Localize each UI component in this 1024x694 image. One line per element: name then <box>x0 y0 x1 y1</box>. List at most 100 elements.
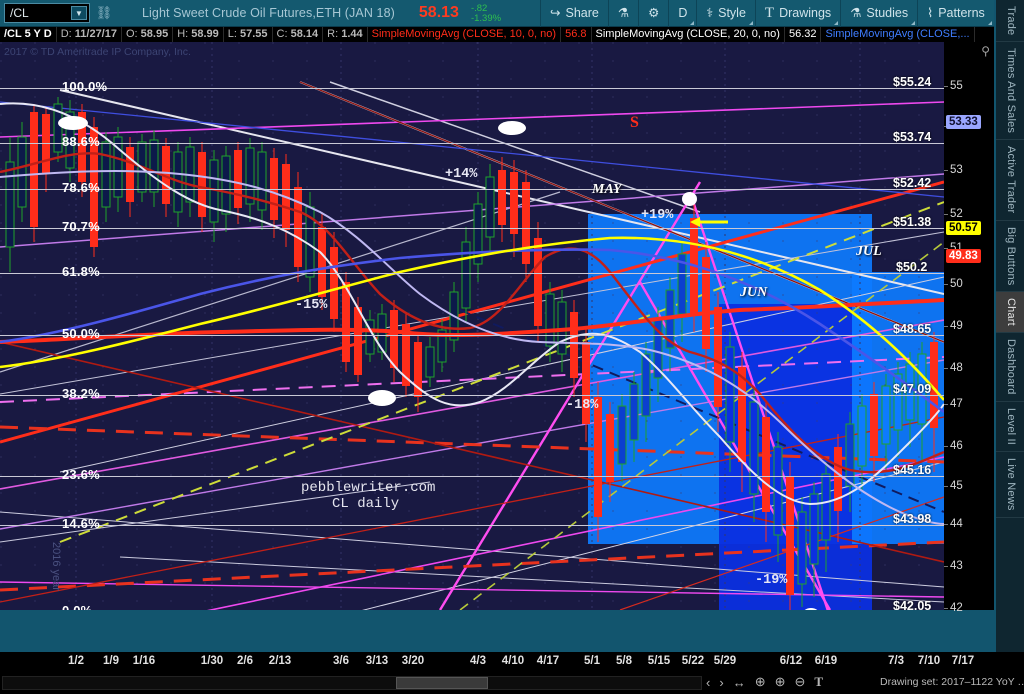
zoom-in-icon[interactable]: ⊕ <box>774 674 786 689</box>
change-absolute: -.82 <box>470 3 488 14</box>
drawings-button[interactable]: T Drawings <box>754 0 840 27</box>
study-sma20-name[interactable]: SimpleMovingAvg (CLOSE, 20, 0, no) <box>592 27 785 42</box>
crosshair-icon[interactable]: ⚲ <box>981 44 990 58</box>
studies-button[interactable]: ⚗ Studies <box>840 0 917 27</box>
x-tick: 5/1 <box>584 655 600 667</box>
studyline-symbol: /CL 5 Y D <box>0 27 57 42</box>
share-label: Share <box>565 6 599 20</box>
sidebar-item-level-ii[interactable]: Level II <box>996 402 1024 452</box>
annotation-minus15: -15% <box>295 298 328 313</box>
timeframe-button[interactable]: D <box>668 0 696 27</box>
studyline-range: R: 1.44 <box>323 27 368 42</box>
fib-price-50: $48.65 <box>893 322 932 336</box>
studies-flask-button[interactable]: ⚗ <box>607 0 638 27</box>
fib-label-707: 70.7% <box>62 219 100 234</box>
pivot-ellipse <box>682 192 697 206</box>
chart-tools: ‹ › ↔ ⊕ ⊕ ⊖ T <box>706 674 823 690</box>
fib-line <box>0 395 944 396</box>
flask-icon: ⚗ <box>850 5 862 20</box>
fib-line <box>0 189 944 190</box>
fib-label-886: 88.6% <box>62 134 100 149</box>
symbol-input[interactable]: /CL ▼ <box>4 3 90 23</box>
sidebar-item-active-trader[interactable]: Active Trader <box>996 140 1024 221</box>
y-tick: 47 <box>950 398 963 410</box>
year-label: 2016 year <box>50 542 62 591</box>
price-plot[interactable]: 100.0% 88.6% 78.6% 70.7% 61.8% 50.0% 38.… <box>0 42 944 610</box>
x-tick: 3/13 <box>365 655 389 667</box>
chevron-down-icon <box>911 20 916 25</box>
sidebar-item-trade[interactable]: Trade <box>996 0 1024 43</box>
settings-button[interactable]: ⚙ <box>638 0 668 27</box>
symbol-dropdown-caret[interactable]: ▼ <box>71 6 87 20</box>
yellow-arrow-icon <box>690 217 728 227</box>
zoom-out-icon[interactable]: ⊖ <box>794 674 806 689</box>
style-button[interactable]: ⚕ Style <box>696 0 755 27</box>
y-tick: 52 <box>950 208 963 220</box>
month-label-jun: JUN <box>740 285 768 300</box>
sidebar-item-dashboard[interactable]: Dashboard <box>996 333 1024 402</box>
x-tick: 7/3 <box>888 655 904 667</box>
toolbar-buttons: ↪ Share ⚗ ⚙ D ⚕ Style T Drawings <box>540 0 1024 27</box>
prev-icon[interactable]: ‹ <box>706 674 711 690</box>
crosshair-icon[interactable]: ⊕ <box>754 674 766 689</box>
studyline-open: O: 58.95 <box>122 27 174 42</box>
sidebar-item-big-buttons[interactable]: Big Buttons <box>996 221 1024 293</box>
link-icon[interactable]: ⛓ <box>95 5 113 20</box>
x-tick: 3/20 <box>401 655 425 667</box>
month-label-may: MAY <box>592 182 622 197</box>
fib-label-618: 61.8% <box>62 264 100 279</box>
chart-svg <box>0 42 944 610</box>
patterns-label: Patterns <box>938 6 985 20</box>
study-sma3-name[interactable]: SimpleMovingAvg (CLOSE,... <box>821 27 975 42</box>
gear-icon: ⚙ <box>648 5 660 20</box>
pivot-ellipse <box>802 608 820 610</box>
horizontal-scrollbar[interactable] <box>2 676 702 690</box>
fib-label-382: 38.2% <box>62 386 100 401</box>
ohlc-study-line: /CL 5 Y D D: 11/27/17 O: 58.95 H: 58.99 … <box>0 27 1024 42</box>
x-tick: 1/16 <box>132 655 156 667</box>
y-tick: 53 <box>950 164 963 176</box>
symbol-value: /CL <box>10 6 29 20</box>
study-sma10-name[interactable]: SimpleMovingAvg (CLOSE, 10, 0, no) <box>368 27 562 42</box>
fib-line <box>0 143 944 144</box>
fib-label-100: 100.0% <box>62 79 108 94</box>
sidebar-item-times-and-sales[interactable]: Times And Sales <box>996 42 1024 141</box>
x-tick: 4/3 <box>470 655 486 667</box>
x-tick: 4/17 <box>536 655 560 667</box>
copyright-text: 2017 © TD Ameritrade IP Company, Inc. <box>4 46 191 58</box>
price-badge-close: 49.83 <box>946 249 981 263</box>
studyline-low: L: 57.55 <box>224 27 273 42</box>
x-tick: 6/12 <box>779 655 803 667</box>
chart-area: 100.0% 88.6% 78.6% 70.7% 61.8% 50.0% 38.… <box>0 42 1024 694</box>
fib-price-100: $55.24 <box>893 75 932 89</box>
sidebar-item-chart[interactable]: Chart <box>996 292 1024 334</box>
sidebar-item-live-news[interactable]: Live News <box>996 452 1024 518</box>
y-tick: 42 <box>950 602 963 614</box>
x-tick: 2/6 <box>237 655 253 667</box>
share-button[interactable]: ↪ Share <box>540 0 608 27</box>
scrollbar-thumb[interactable] <box>396 677 488 689</box>
y-tick: 55 <box>950 80 963 92</box>
fib-price-236: $45.16 <box>893 463 932 477</box>
price-badge-sma: 53.33 <box>946 115 981 129</box>
x-tick: 5/15 <box>647 655 671 667</box>
date-axis[interactable]: 1/2 1/9 1/16 1/30 2/6 2/13 3/6 3/13 3/20… <box>0 652 994 672</box>
x-tick: 5/22 <box>681 655 705 667</box>
annotation-minus18: -18% <box>566 398 599 413</box>
fib-line <box>0 476 944 477</box>
watermark-site: pebblewriter.com <box>301 480 436 496</box>
price-axis[interactable]: 55 54 53 52 51 50 49 48 47 46 45 44 43 4… <box>944 42 994 614</box>
text-icon[interactable]: T <box>814 674 824 689</box>
next-icon[interactable]: › <box>719 674 724 690</box>
pan-icon[interactable]: ↔ <box>732 674 746 690</box>
patterns-button[interactable]: ⌇ Patterns <box>917 0 994 27</box>
chart-status-bar: ‹ › ↔ ⊕ ⊕ ⊖ T Drawing set: 2017–1122 YoY… <box>0 672 1024 694</box>
drawing-set-label[interactable]: Drawing set: 2017–1122 YoY … <box>880 676 1024 688</box>
study-sma20-value: 56.32 <box>785 27 822 42</box>
fib-line <box>0 525 944 526</box>
fib-price-886: $53.74 <box>893 130 932 144</box>
x-tick: 5/8 <box>616 655 632 667</box>
fib-label-786: 78.6% <box>62 180 100 195</box>
fib-price-0: $42.05 <box>893 599 932 610</box>
